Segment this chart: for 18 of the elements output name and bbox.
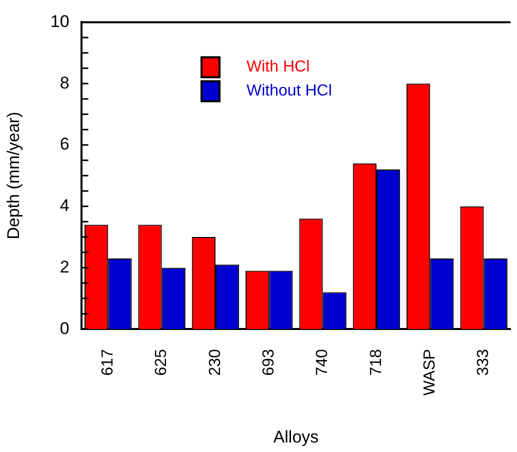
legend-label: With HCl: [246, 58, 310, 76]
y-tick-label: 2: [60, 257, 70, 276]
x-tick-label: 693: [260, 348, 278, 376]
x-tick-label: 625: [153, 348, 170, 376]
y-tick-label: 0: [60, 318, 70, 338]
y-tick-label: 6: [60, 134, 70, 154]
x-axis-title: Alloys: [273, 427, 319, 446]
x-tick-label: 718: [368, 348, 385, 376]
x-tick-label: WASP: [422, 349, 439, 396]
y-tick-label: 4: [60, 196, 70, 216]
y-tick-label: 10: [50, 12, 70, 31]
x-tick-label: 740: [314, 348, 332, 376]
x-tick-label: 230: [206, 348, 224, 376]
y-axis-title: Depth (mm/year): [4, 112, 23, 240]
x-tick-label: 617: [100, 348, 117, 376]
y-tick-label: 8: [60, 73, 70, 92]
legend-label: Without HCl: [246, 82, 332, 100]
x-tick-label: 333: [475, 348, 492, 376]
